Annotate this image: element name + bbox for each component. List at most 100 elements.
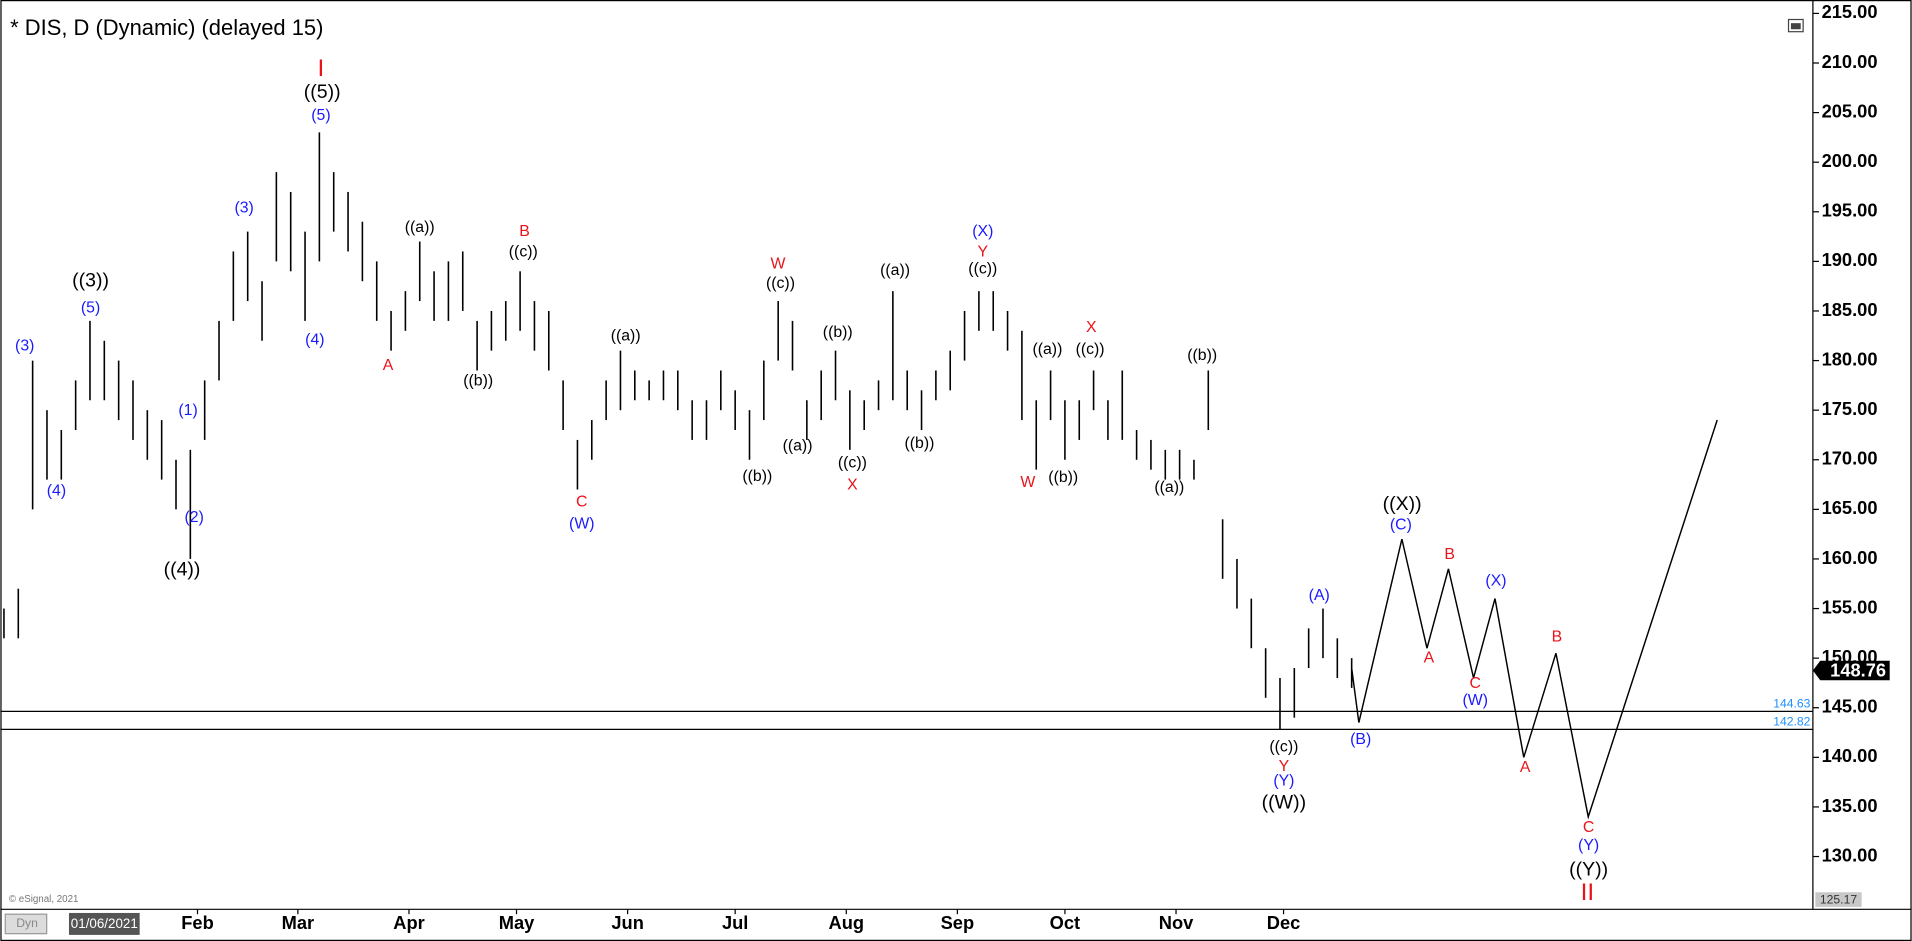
x-tick-label: Sep <box>941 912 975 933</box>
x-tick-label: Feb <box>181 912 213 933</box>
x-tick-label: Mar <box>282 912 314 933</box>
wave-label: A <box>1520 759 1531 776</box>
wave-label: (A) <box>1309 587 1330 604</box>
level-label: 142.82 <box>1773 714 1810 728</box>
wave-label: (W) <box>569 515 594 532</box>
y-tick-label: 200.00 <box>1822 150 1878 171</box>
x-tick-label: Oct <box>1050 912 1080 933</box>
wave-label: (4) <box>47 482 66 499</box>
wave-label: C <box>576 493 587 510</box>
y-tick-label: 180.00 <box>1822 348 1878 369</box>
wave-label: ((b)) <box>823 324 853 341</box>
wave-label: (X) <box>1485 573 1506 590</box>
wave-label: ((c)) <box>968 261 997 278</box>
wave-label: ((b)) <box>463 373 493 390</box>
wave-label: ((b)) <box>742 468 772 485</box>
wave-label: (2) <box>185 509 204 526</box>
wave-label: ((3)) <box>72 270 109 292</box>
wave-label: ((Y)) <box>1569 858 1608 880</box>
wave-label: (5) <box>81 300 100 317</box>
y-tick-label: 195.00 <box>1822 200 1878 221</box>
wave-label: ((5)) <box>304 81 341 103</box>
wave-label: ((c)) <box>1269 738 1298 755</box>
wave-label: (5) <box>311 107 330 124</box>
wave-label: ((c)) <box>1076 341 1105 358</box>
level-label: 144.63 <box>1773 696 1810 710</box>
copyright: © eSignal, 2021 <box>9 894 79 905</box>
y-tick-label: 215.00 <box>1822 1 1878 22</box>
wave-label: B <box>1552 629 1563 646</box>
wave-label: (Y) <box>1578 837 1599 854</box>
chart-title: * DIS, D (Dynamic) (delayed 15) <box>10 15 323 40</box>
x-tick-label: Jun <box>611 912 643 933</box>
window-icon[interactable] <box>1787 18 1804 33</box>
cursor-date: 01/06/2021 <box>71 916 138 931</box>
y-tick-label: 170.00 <box>1822 448 1878 469</box>
wave-label: A <box>1424 649 1435 666</box>
y-tick-label: 190.00 <box>1822 249 1878 270</box>
wave-label: I <box>318 55 325 82</box>
last-price-label: 148.76 <box>1830 659 1886 680</box>
wave-label: ((a)) <box>783 437 813 454</box>
x-tick-label: Jul <box>722 912 748 933</box>
x-tick-label: Aug <box>829 912 865 933</box>
y-tick-label: 140.00 <box>1822 745 1878 766</box>
wave-label: Y <box>978 244 989 261</box>
wave-label: (1) <box>178 402 197 419</box>
wave-label: W <box>771 256 786 273</box>
wave-label: ((a)) <box>405 219 435 236</box>
wave-label: ((b)) <box>904 435 934 452</box>
wave-label: (3) <box>234 200 253 217</box>
cursor-date-box <box>68 912 140 935</box>
wave-label: ((a)) <box>611 328 641 345</box>
y-tick-label: 175.00 <box>1822 398 1878 419</box>
wave-label: ((b)) <box>1187 347 1217 364</box>
x-tick-label: Apr <box>393 912 424 933</box>
y-tick-label: 130.00 <box>1822 844 1878 865</box>
y-tick-label: 165.00 <box>1822 497 1878 518</box>
y-tick-label: 210.00 <box>1822 51 1878 72</box>
icon-inner[interactable] <box>1790 23 1801 30</box>
y-tick-label: 145.00 <box>1822 696 1878 717</box>
wave-label: B <box>1444 546 1455 563</box>
wave-label: ((c)) <box>838 454 867 471</box>
wave-label: (B) <box>1350 731 1371 748</box>
wave-label: ((a)) <box>1032 341 1062 358</box>
y-tick-label: 160.00 <box>1822 547 1878 568</box>
wave-label: (C) <box>1390 517 1412 534</box>
y-min-box <box>1815 892 1862 907</box>
x-tick-label: May <box>499 912 535 933</box>
wave-label: X <box>847 476 858 493</box>
projection-path <box>1350 419 1718 820</box>
wave-label: X <box>1086 319 1097 336</box>
y-tick-label: 135.00 <box>1822 795 1878 816</box>
wave-label: C <box>1583 819 1594 836</box>
wave-label: ((W)) <box>1262 791 1306 813</box>
wave-label: W <box>1020 474 1035 491</box>
wave-label: (X) <box>972 223 993 240</box>
x-tick-label: Dec <box>1267 912 1301 933</box>
wave-label: C <box>1470 675 1481 692</box>
y-tick-label: 155.00 <box>1822 596 1878 617</box>
x-tick-label: Nov <box>1159 912 1194 933</box>
wave-label: (W) <box>1463 692 1488 709</box>
mode-button[interactable] <box>4 913 48 935</box>
wave-label: Y <box>1279 758 1290 775</box>
wave-label: ((4)) <box>164 559 201 581</box>
wave-label: (3) <box>15 337 34 354</box>
wave-label: II <box>1581 879 1595 906</box>
wave-label: ((X)) <box>1383 493 1422 515</box>
wave-label: B <box>519 223 530 240</box>
wave-label: ((c)) <box>509 244 538 261</box>
wave-label: ((a)) <box>880 262 910 279</box>
mode-button-label[interactable]: Dyn <box>16 916 38 930</box>
wave-label: A <box>383 357 394 374</box>
y-min-label: 125.17 <box>1820 892 1857 906</box>
wave-label: ((b)) <box>1048 469 1078 486</box>
wave-label: ((c)) <box>766 275 795 292</box>
wave-label: ((a)) <box>1154 479 1184 496</box>
y-tick-label: 185.00 <box>1822 299 1878 320</box>
